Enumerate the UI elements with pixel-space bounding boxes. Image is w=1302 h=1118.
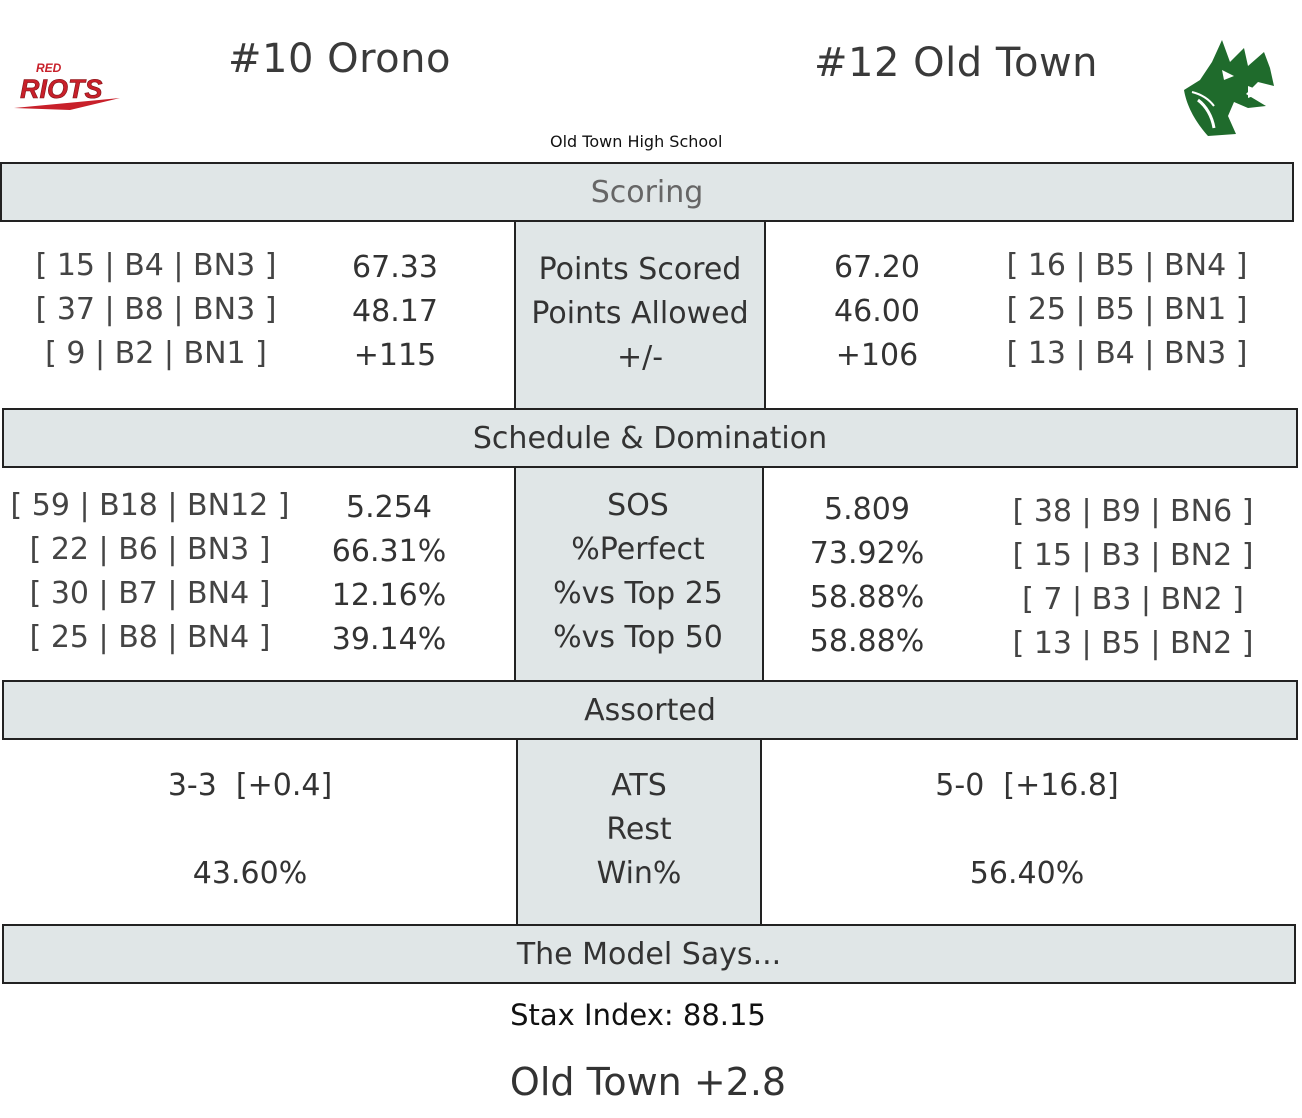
scoring-left-value: +115: [353, 338, 437, 373]
model-section-header: The Model Says...: [2, 924, 1296, 984]
scoring-right-value: 46.00: [834, 294, 920, 329]
scoring-right-rank: [ 25 | B5 | BN1 ]: [1006, 292, 1248, 327]
home-logo-small-text: RED: [36, 61, 62, 75]
scoring-section-header: Scoring: [0, 162, 1294, 222]
schedule-left-rank: [ 59 | B18 | BN12 ]: [10, 488, 290, 523]
assorted-right-ats: 5-0 [+16.8]: [935, 768, 1119, 803]
stax-index: Stax Index: 88.15: [510, 998, 766, 1032]
assorted-section-header: Assorted: [2, 680, 1298, 740]
away-team-logo: [1178, 36, 1278, 140]
schedule-left-value: 39.14%: [331, 622, 447, 657]
schedule-section-title: Schedule & Domination: [472, 420, 828, 456]
scoring-labels-column: [514, 222, 766, 410]
schedule-right-rank: [ 15 | B3 | BN2 ]: [1012, 538, 1254, 573]
scoring-label: +/-: [616, 340, 664, 375]
scoring-label: Points Scored: [538, 252, 742, 287]
schedule-label: %vs Top 50: [553, 620, 723, 655]
schedule-label: %Perfect: [571, 532, 705, 567]
assorted-label: ATS: [611, 768, 667, 803]
schedule-right-value: 58.88%: [809, 624, 925, 659]
home-team-logo: RED RIOTS: [10, 58, 126, 116]
schedule-left-value: 66.31%: [331, 534, 447, 569]
assorted-section-title: Assorted: [584, 692, 716, 728]
assorted-label: Rest: [606, 812, 672, 847]
schedule-right-value: 5.809: [824, 492, 910, 527]
scoring-section-title: Scoring: [590, 174, 704, 210]
schedule-label: %vs Top 25: [553, 576, 723, 611]
schedule-section-header: Schedule & Domination: [2, 408, 1298, 468]
assorted-left-ats: 3-3 [+0.4]: [167, 768, 333, 803]
scoring-right-rank: [ 13 | B4 | BN3 ]: [1006, 336, 1248, 371]
schedule-label: SOS: [607, 488, 669, 523]
home-team-title: #10 Orono: [228, 36, 451, 82]
venue-label: Old Town High School: [550, 132, 723, 151]
schedule-right-rank: [ 38 | B9 | BN6 ]: [1012, 494, 1254, 529]
schedule-right-rank: [ 13 | B5 | BN2 ]: [1012, 626, 1254, 661]
scoring-right-value: 67.20: [834, 250, 920, 285]
model-pick: Old Town +2.8: [509, 1060, 787, 1104]
schedule-left-rank: [ 25 | B8 | BN4 ]: [29, 620, 271, 655]
scoring-left-rank: [ 37 | B8 | BN3 ]: [35, 292, 277, 327]
schedule-labels-column: [514, 468, 764, 682]
assorted-left-win: 43.60%: [192, 856, 308, 891]
scoring-left-rank: [ 9 | B2 | BN1 ]: [45, 336, 267, 371]
scoring-left-value: 67.33: [352, 250, 438, 285]
schedule-left-value: 5.254: [346, 490, 432, 525]
home-logo-big-text: RIOTS: [20, 74, 103, 104]
scoring-right-rank: [ 16 | B5 | BN4 ]: [1006, 248, 1248, 283]
scoring-left-value: 48.17: [352, 294, 438, 329]
schedule-left-value: 12.16%: [331, 578, 447, 613]
assorted-right-win: 56.40%: [969, 856, 1085, 891]
model-section-title: The Model Says...: [516, 936, 782, 972]
scoring-label: Points Allowed: [531, 296, 749, 331]
schedule-right-rank: [ 7 | B3 | BN2 ]: [1022, 582, 1244, 617]
schedule-left-rank: [ 30 | B7 | BN4 ]: [29, 576, 271, 611]
schedule-right-value: 73.92%: [809, 536, 925, 571]
away-team-title: #12 Old Town: [814, 40, 1099, 86]
assorted-label: Win%: [596, 856, 682, 891]
scoring-left-rank: [ 15 | B4 | BN3 ]: [35, 248, 277, 283]
assorted-labels-column: [516, 740, 762, 926]
schedule-right-value: 58.88%: [809, 580, 925, 615]
scoring-right-value: +106: [835, 338, 919, 373]
schedule-left-rank: [ 22 | B6 | BN3 ]: [29, 532, 271, 567]
